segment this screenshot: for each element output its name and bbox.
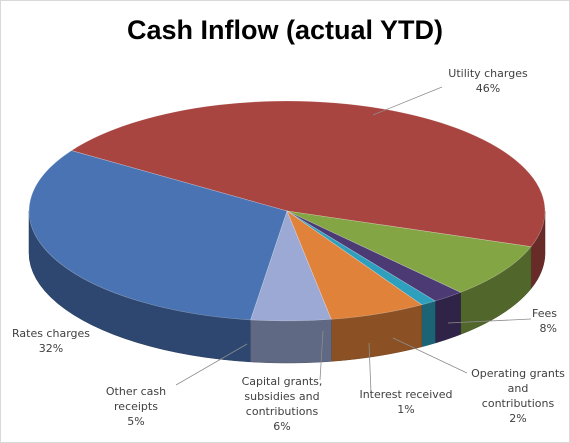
leader-line-0 [372,86,443,116]
pie-side-3 [421,300,436,348]
pie-slice-3 [286,210,437,306]
slice-value-label-4: 6% [273,420,290,433]
slice-label-5-line-0: Other cash [106,385,166,398]
slice-value-label-3: 1% [397,403,414,416]
slice-label-4-line-2: contributions [246,405,319,418]
slice-label-1: Fees [532,307,557,320]
pie-slice-5 [250,210,332,322]
slice-value-label-5: 5% [127,415,144,428]
chart-title: Cash Inflow (actual YTD) [126,15,444,45]
leader-line-4 [319,330,324,381]
slice-label-0: Utility charges [448,67,528,80]
slice-label-2-line-2: contributions [482,397,555,410]
slice-value-label-2: 2% [509,412,526,425]
slice-value-label-0: 46% [476,82,500,95]
slice-label-4-line-0: Capital grants, [242,375,323,388]
leader-line-1 [447,318,532,324]
pie-slice-1 [286,210,532,293]
pie-slice-4 [286,210,423,320]
slice-value-label-6: 32% [39,342,63,355]
pie-slice-6 [28,150,288,321]
pie-slice-0 [70,100,546,247]
slice-value-label-1: 8% [540,322,557,335]
slice-label-4-line-1: subsidies and [244,390,319,403]
slice-label-2-line-0: Operating grants [471,367,565,380]
slice-label-5-line-1: receipts [114,400,158,413]
leader-line-3 [368,342,372,394]
slice-label-3: Interest received [359,388,452,401]
leader-line-5 [175,343,248,386]
pie-side-5 [250,319,332,364]
pie-slice-2 [286,210,462,302]
leader-line-2 [392,337,468,374]
slice-label-2-line-1: and [508,382,529,395]
slice-label-6: Rates charges [12,327,90,340]
